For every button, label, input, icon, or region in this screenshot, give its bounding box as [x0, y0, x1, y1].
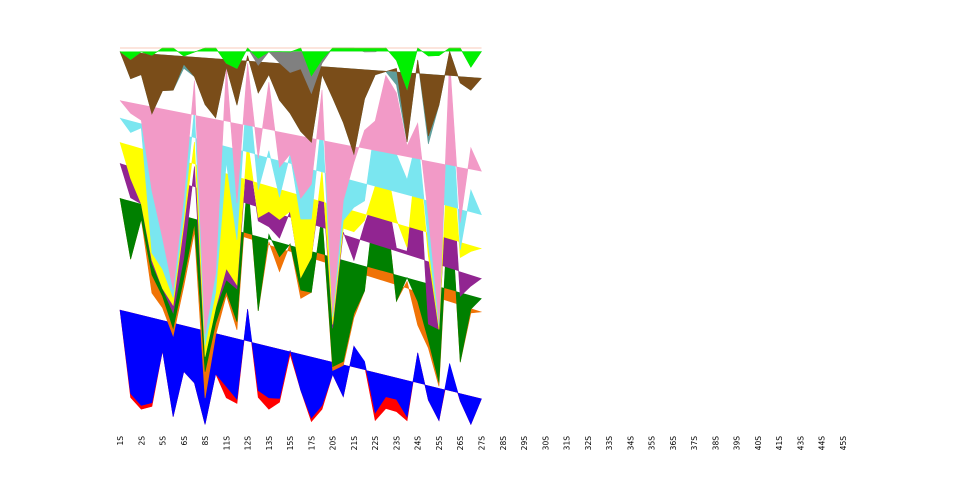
x-tick-label: 39S: [733, 436, 742, 451]
x-tick-label: 34S: [626, 436, 635, 451]
x-tick-label: 12S: [244, 436, 253, 451]
x-tick-label: 26S: [456, 436, 465, 451]
x-tick-label: 43S: [796, 436, 805, 451]
x-tick-label: 27S: [478, 436, 487, 451]
x-axis: 1S 2S 5S 6S 8S 11S 12S 13S 15S 17S 20S 21S 22S 23S 24S…: [116, 436, 848, 451]
x-tick-label: 31S: [563, 436, 572, 451]
x-tick-label: 17S: [307, 436, 316, 451]
x-tick-label: 22S: [371, 436, 380, 451]
x-tick-label: 29S: [520, 436, 529, 451]
x-tick-label: 11S: [222, 436, 231, 451]
x-tick-label: 44S: [818, 436, 827, 451]
area-series-group: [119, 47, 482, 426]
x-tick-label: 1S: [116, 436, 125, 446]
x-tick-label: 41S: [775, 436, 784, 451]
x-tick-label: 21S: [350, 436, 359, 451]
x-tick-label: 8S: [201, 436, 210, 446]
x-tick-label: 25S: [435, 436, 444, 451]
x-tick-label: 30S: [541, 436, 550, 451]
x-tick-label: 15S: [286, 436, 295, 451]
x-tick-label: 20S: [329, 436, 338, 451]
x-tick-label: 38S: [711, 436, 720, 451]
x-tick-label: 28S: [499, 436, 508, 451]
x-tick-label: 6S: [180, 436, 189, 446]
x-tick-label: 24S: [414, 436, 423, 451]
x-tick-label: 32S: [584, 436, 593, 451]
x-tick-label: 45S: [839, 436, 848, 451]
x-tick-label: 35S: [648, 436, 657, 451]
x-tick-label: 40S: [754, 436, 763, 451]
x-tick-label: 33S: [605, 436, 614, 451]
x-tick-label: 36S: [669, 436, 678, 451]
x-tick-label: 23S: [392, 436, 401, 451]
x-tick-label: 13S: [265, 436, 274, 451]
x-tick-label: 37S: [690, 436, 699, 451]
area-series-10: [119, 50, 482, 156]
area-series-8: [119, 58, 482, 335]
x-tick-label: 5S: [159, 436, 168, 446]
x-tick-label: 2S: [137, 436, 146, 446]
